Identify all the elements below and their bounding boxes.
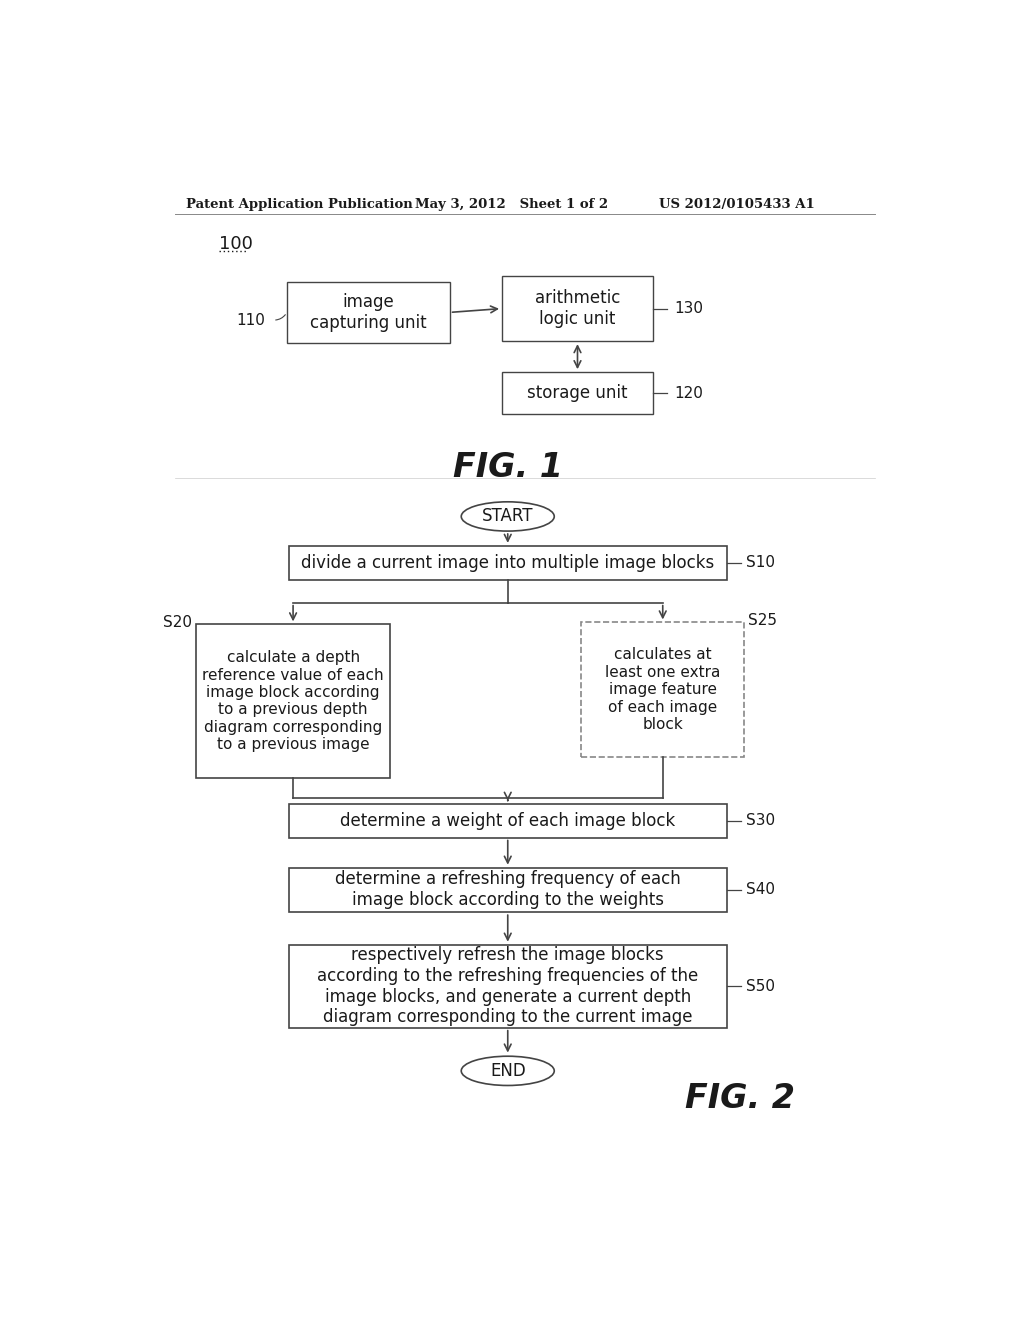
Text: END: END xyxy=(489,1061,525,1080)
Text: image
capturing unit: image capturing unit xyxy=(310,293,427,331)
Text: S10: S10 xyxy=(746,556,775,570)
Text: storage unit: storage unit xyxy=(527,384,628,403)
Text: respectively refresh the image blocks
according to the refreshing frequencies of: respectively refresh the image blocks ac… xyxy=(317,946,698,1027)
FancyBboxPatch shape xyxy=(502,276,653,342)
Text: S50: S50 xyxy=(746,978,775,994)
Text: calculate a depth
reference value of each
image block according
to a previous de: calculate a depth reference value of eac… xyxy=(203,651,384,752)
Text: calculates at
least one extra
image feature
of each image
block: calculates at least one extra image feat… xyxy=(605,647,721,733)
Text: May 3, 2012   Sheet 1 of 2: May 3, 2012 Sheet 1 of 2 xyxy=(415,198,608,211)
FancyBboxPatch shape xyxy=(502,372,653,414)
Text: divide a current image into multiple image blocks: divide a current image into multiple ima… xyxy=(301,553,715,572)
Text: S30: S30 xyxy=(746,813,775,828)
Text: 110: 110 xyxy=(237,313,265,327)
Text: determine a refreshing frequency of each
image block according to the weights: determine a refreshing frequency of each… xyxy=(335,870,681,909)
Text: 130: 130 xyxy=(675,301,703,315)
Text: 100: 100 xyxy=(219,235,253,253)
Text: S20: S20 xyxy=(163,615,193,630)
Text: arithmetic
logic unit: arithmetic logic unit xyxy=(535,289,621,327)
Text: FIG. 2: FIG. 2 xyxy=(685,1082,796,1115)
FancyBboxPatch shape xyxy=(287,281,450,343)
Text: START: START xyxy=(482,507,534,525)
Ellipse shape xyxy=(461,502,554,531)
FancyBboxPatch shape xyxy=(289,545,727,579)
Text: US 2012/0105433 A1: US 2012/0105433 A1 xyxy=(658,198,815,211)
Text: 120: 120 xyxy=(675,385,703,401)
FancyBboxPatch shape xyxy=(289,945,727,1028)
Text: FIG. 1: FIG. 1 xyxy=(453,451,563,484)
Text: Patent Application Publication: Patent Application Publication xyxy=(186,198,413,211)
FancyBboxPatch shape xyxy=(197,624,390,779)
Ellipse shape xyxy=(461,1056,554,1085)
FancyBboxPatch shape xyxy=(289,867,727,912)
Text: S40: S40 xyxy=(746,882,775,898)
Text: determine a weight of each image block: determine a weight of each image block xyxy=(340,812,676,829)
FancyBboxPatch shape xyxy=(582,622,744,758)
FancyBboxPatch shape xyxy=(289,804,727,838)
Text: S25: S25 xyxy=(748,612,777,628)
